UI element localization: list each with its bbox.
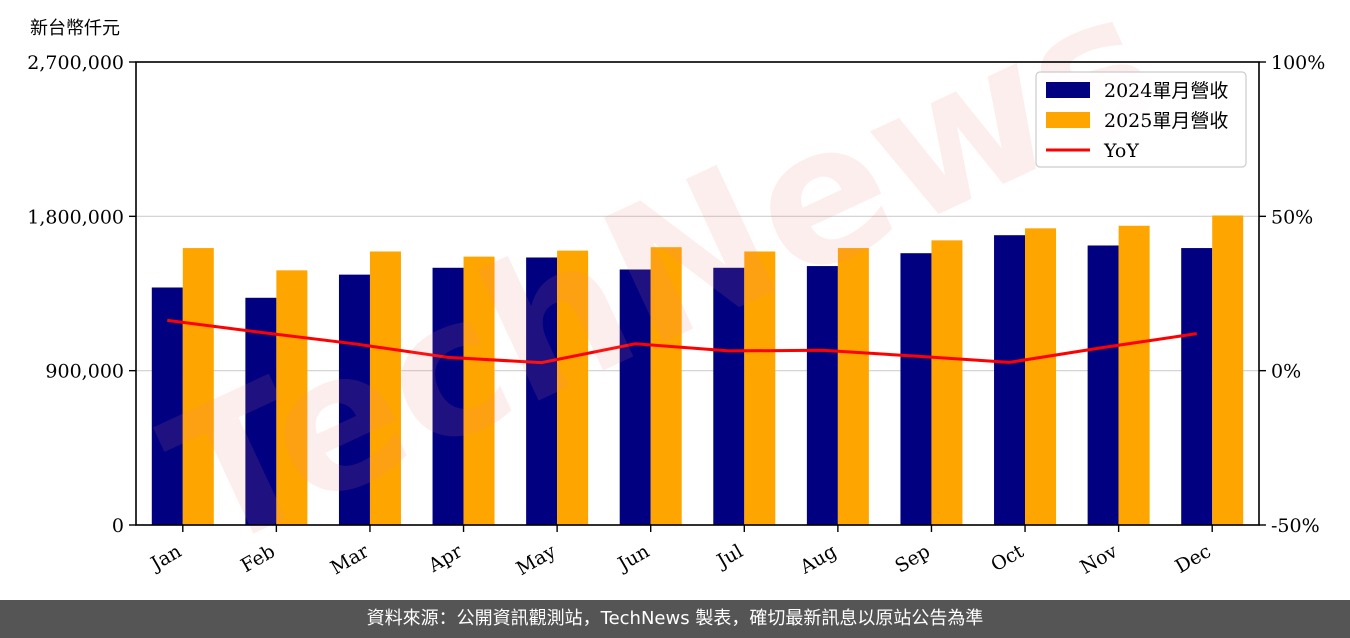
yoy-line	[167, 318, 1197, 365]
legend-swatch-1	[1046, 112, 1090, 128]
bar-2025-mar	[369, 251, 401, 525]
yoy-line-layer	[167, 318, 1197, 365]
legend-label-0: 2024單月營收	[1104, 80, 1228, 102]
bar-2024-jun	[619, 269, 651, 525]
bar-2024-apr	[432, 267, 464, 525]
left-tick-label: 2,700,000	[27, 52, 124, 74]
bar-2024-sep	[900, 253, 932, 526]
legend-label-1: 2025單月營收	[1104, 110, 1228, 132]
bar-2025-feb	[276, 270, 308, 525]
bar-2024-may	[526, 257, 558, 525]
bar-2025-jan	[182, 248, 214, 525]
x-tick-label-apr: Apr	[424, 540, 467, 577]
x-tick-label-sep: Sep	[891, 540, 934, 577]
bar-2025-sep	[931, 240, 963, 525]
plot-frame	[135, 61, 1260, 526]
x-tick-label-aug: Aug	[795, 540, 840, 579]
bar-2025-aug	[837, 248, 869, 525]
legend-swatch-0	[1046, 82, 1090, 98]
x-tick-label-nov: Nov	[1077, 540, 1122, 579]
bar-2024-oct	[994, 235, 1026, 525]
bar-2025-oct	[1025, 228, 1057, 525]
bar-2024-feb	[245, 297, 277, 525]
legend: 2024單月營收 2025單月營收 YoY	[1035, 71, 1247, 168]
bar-2025-apr	[463, 256, 495, 525]
x-tick-label-jul: Jul	[712, 540, 747, 573]
footer-source-note: 資料來源：公開資訊觀測站，TechNews 製表，確切最新訊息以原站公告為準	[0, 600, 1350, 638]
bars	[151, 215, 1244, 526]
bar-2024-mar	[338, 274, 370, 525]
right-tick-label: 50%	[1271, 206, 1313, 228]
bar-2024-nov	[1087, 245, 1119, 526]
bar-2024-aug	[806, 266, 838, 525]
revenue-chart: TechNews 0900,0001,800,0002,700,000-50%0…	[27, 0, 1325, 594]
bar-2025-jul	[744, 251, 776, 525]
right-tick-label: 0%	[1271, 361, 1301, 383]
legend-label-2: YoY	[1103, 140, 1139, 162]
right-tick-label: -50%	[1271, 515, 1320, 537]
bar-2025-nov	[1118, 225, 1150, 525]
bar-2024-jul	[713, 267, 745, 525]
y-axis-unit-label: 新台幣仟元	[30, 18, 120, 39]
x-tick-label-may: May	[513, 540, 560, 580]
right-tick-label: 100%	[1271, 52, 1325, 74]
bar-2025-dec	[1212, 215, 1244, 525]
left-tick-label: 1,800,000	[27, 206, 124, 228]
left-tick-label: 900,000	[45, 361, 124, 383]
x-tick-label-dec: Dec	[1172, 540, 1215, 578]
x-tick-label-jun: Jun	[613, 540, 654, 576]
bar-2025-jun	[650, 247, 682, 525]
bar-2024-dec	[1181, 248, 1213, 525]
left-tick-label: 0	[112, 515, 124, 537]
bar-2025-may	[557, 250, 589, 525]
x-tick-label-oct: Oct	[987, 540, 1028, 576]
x-tick-label-jan: Jan	[146, 540, 186, 576]
x-tick-label-mar: Mar	[327, 540, 373, 579]
bar-2024-jan	[151, 287, 183, 525]
